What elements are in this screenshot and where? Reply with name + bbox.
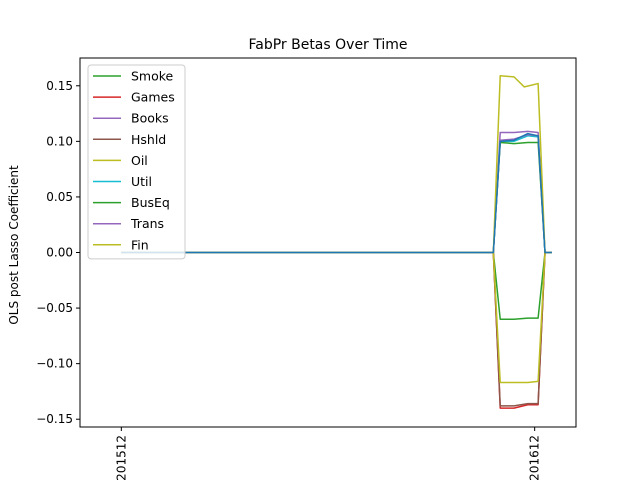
legend-entry: Oil [131, 153, 148, 168]
series-layer [121, 75, 552, 409]
legend-entry: BusEq [131, 195, 170, 210]
y-tick-label: −0.15 [36, 412, 73, 426]
y-tick-label: −0.10 [36, 357, 73, 371]
series-line-oil [121, 251, 552, 384]
legend-box [87, 64, 186, 260]
legend-entry: Fin [131, 237, 149, 252]
legend-entry: Smoke [131, 69, 174, 84]
legend-entry: Games [131, 90, 175, 105]
y-tick-label: 0.15 [46, 79, 73, 93]
plot-area: −0.15 −0.10 −0.05 0.00 0.05 0.10 0.15 201512 201… [36, 57, 577, 480]
x-tick-label: 201512 [114, 435, 128, 480]
legend-entry: Books [131, 111, 169, 126]
legend-entry: Hshld [131, 132, 166, 147]
axes-frame [79, 57, 577, 428]
legend-entry: Util [131, 174, 152, 189]
y-tick-label: 0.10 [46, 134, 73, 148]
series-line-unnamed-9 [121, 132, 552, 254]
x-tick-label: 201612 [528, 435, 542, 480]
y-tick-label: 0.00 [46, 246, 73, 260]
chart-title: FabPr Betas Over Time [248, 37, 407, 53]
legend: Smoke Games Books Hshld Oil Util BusEq Trans Fin [87, 64, 186, 260]
y-axis-label: OLS post Lasso Coefficient [7, 165, 21, 325]
legend-entry: Trans [130, 216, 164, 231]
axes-layer: −0.15 −0.10 −0.05 0.00 0.05 0.10 0.15 201512 201… [36, 57, 577, 480]
y-tick-label: −0.05 [36, 301, 73, 315]
y-tick-label: 0.05 [46, 190, 73, 204]
